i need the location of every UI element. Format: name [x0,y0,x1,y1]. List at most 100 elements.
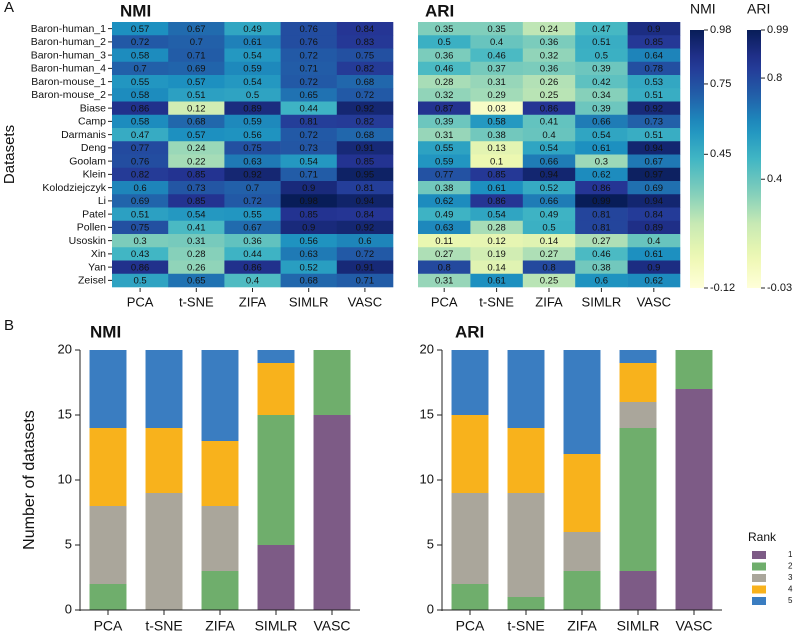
cell-value: 0.36 [540,64,559,75]
bar-segment [619,571,657,610]
row-label: Deng [81,142,106,154]
cell-value: 0.41 [540,117,559,128]
heatmap-cell [280,194,338,208]
legend-label: 2 [788,562,793,571]
bar-segment [563,454,601,532]
cell-value: 0.72 [299,77,318,88]
heatmap-cell [336,154,394,169]
heatmap-cell [418,101,471,116]
cell-value: 0.81 [592,209,611,220]
heatmap-cell [168,220,225,235]
cell-value: 0.26 [540,77,559,88]
cell-value: 0.8 [542,262,555,273]
cell-value: 0.12 [187,103,206,114]
heatmap-cell [224,207,281,222]
cell-value: 0.22 [187,156,206,167]
heatmap-cell [522,22,576,36]
row-label: Goolam [69,155,106,167]
cell-value: 0.59 [243,117,262,128]
y-tick-label: 15 [58,406,72,421]
panel-label: B [4,317,14,334]
heatmap-cell [168,273,225,288]
heatmap-cell [627,141,681,155]
cell-value: 0.25 [540,276,559,287]
heatmap-cell [112,154,169,169]
heatmap-cell [418,114,471,129]
cell-value: 0.59 [243,64,262,75]
heatmap-cell [418,48,471,63]
cell-value: 0.84 [356,24,375,35]
heatmap-cell [522,260,576,275]
cell-value: 0.42 [592,77,611,88]
cell-value: 0.84 [356,209,375,220]
cell-value: 0.5 [438,37,451,48]
cell-value: 0.35 [435,24,454,35]
cell-value: 0.39 [592,103,611,114]
cell-value: 0.82 [356,64,375,75]
cell-value: 0.59 [435,156,454,167]
heatmap-cell [418,35,471,49]
cell-value: 0.49 [243,24,262,35]
heatmap-cell [575,48,628,63]
x-tick-label: VASC [637,294,671,309]
heatmap-cell [112,167,169,182]
cell-value: 0.51 [645,90,664,101]
heatmap-cell [224,167,281,182]
heatmap-cell [280,114,338,129]
bar-segment [313,415,351,610]
row-label: Baron-mouse_2 [31,89,106,101]
heatmap-cell [418,260,471,275]
chart-title: NMI [120,1,151,20]
x-tick-label: t-SNE [179,294,214,309]
cell-value: 0.75 [243,143,262,154]
heatmap-cell [418,220,471,235]
cell-value: 0.86 [592,183,611,194]
heatmap-cell [575,75,628,89]
heatmap-cell [336,141,394,155]
heatmap-cell [336,61,394,76]
heatmap-cell [280,35,338,49]
y-tick-label: 0 [65,601,72,616]
cell-value: 0.71 [299,64,318,75]
heatmap-cell [112,220,169,235]
heatmap-cell [112,194,169,208]
heatmap-cell [336,220,394,235]
cell-value: 0.11 [435,236,453,247]
heatmap-cell [522,35,576,49]
cell-value: 0.73 [187,183,206,194]
heatmap-cell [470,114,524,129]
heatmap-cell [470,88,524,102]
cell-value: 0.86 [131,262,150,273]
row-label: Yan [88,261,106,273]
heatmap-cell [627,75,681,89]
bar-segment [451,493,489,584]
legend-swatch [752,574,766,582]
heatmap-cell [418,141,471,155]
heatmap-cell [224,181,281,195]
heatmap-cell [336,101,394,116]
bar-segment [619,402,657,428]
heatmap-cell [280,220,338,235]
cell-value: 0.39 [435,117,454,128]
heatmap-cell [336,88,394,102]
heatmap-cell [112,234,169,248]
heatmap-cell [336,194,394,208]
heatmap-cell [470,234,524,248]
bar-segment [89,350,127,428]
chart-title: ARI [425,1,454,20]
x-tick-label: PCA [127,294,154,309]
heatmap-cell [627,128,681,142]
panel-label: A [4,0,14,16]
heatmap-cell [336,114,394,129]
cell-value: 0.36 [540,37,559,48]
bar-segment [257,415,295,545]
bar-segment [507,493,545,597]
heatmap-cell [224,273,281,288]
heatmap-cell [280,273,338,288]
heatmap-cell [280,48,338,63]
cell-value: 0.67 [243,223,262,234]
cell-value: 0.38 [592,262,611,273]
cell-value: 0.58 [487,117,506,128]
cell-value: 0.66 [592,117,611,128]
cell-value: 0.61 [645,249,664,260]
